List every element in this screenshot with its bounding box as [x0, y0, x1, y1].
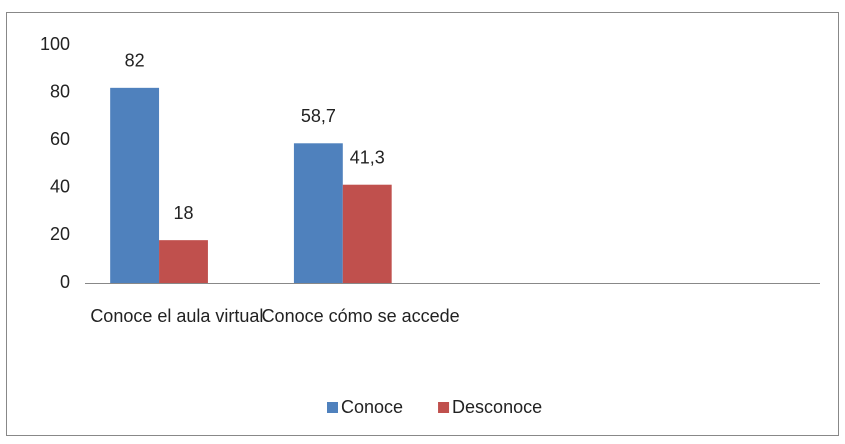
y-tick-label: 40 [50, 177, 70, 197]
y-tick-label: 0 [60, 272, 70, 292]
x-tick-label-box: Conoce el aula virtual [90, 306, 264, 326]
legend-swatch [438, 402, 450, 413]
bar [293, 143, 343, 283]
data-label: 58,7 [301, 106, 336, 126]
y-tick-label: 80 [50, 81, 70, 101]
legend-label: Desconoce [452, 397, 542, 417]
bar [342, 184, 392, 283]
data-label: 18 [173, 203, 193, 223]
x-tick-label: Conoce el aula virtual [90, 306, 264, 326]
bar [159, 240, 208, 283]
x-tick-label: Conoce cómo se accede [261, 306, 460, 326]
data-label: 41,3 [350, 147, 385, 167]
legend-swatch [327, 402, 338, 413]
y-tick-label: 60 [50, 129, 70, 149]
y-tick-label: 20 [50, 224, 70, 244]
bar [110, 87, 160, 283]
y-tick-label: 100 [40, 34, 70, 54]
x-tick-label-box: Conoce cómo se accede [261, 306, 460, 326]
legend-label: Conoce [341, 397, 403, 417]
data-label: 82 [125, 51, 145, 71]
